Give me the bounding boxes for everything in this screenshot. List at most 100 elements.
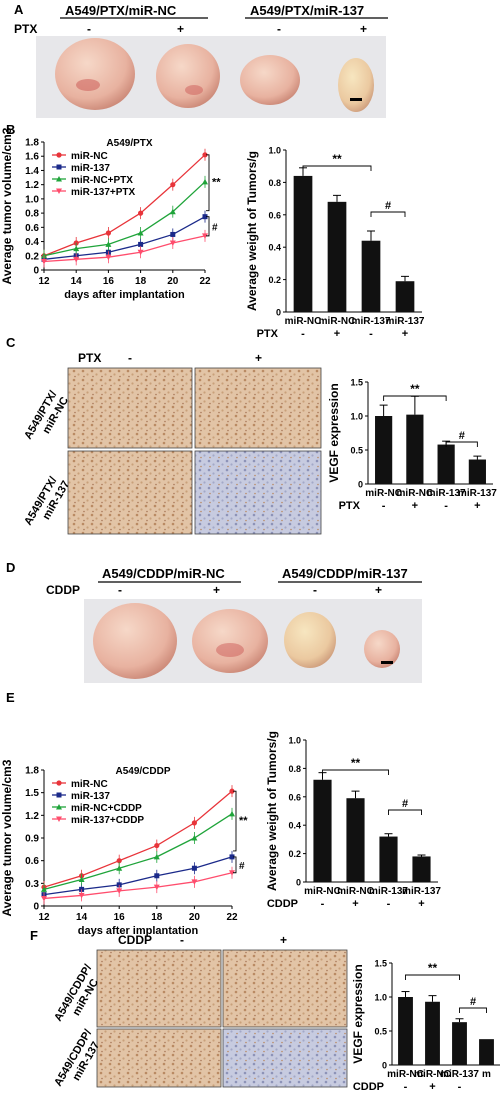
panel-letter-c: C [6, 335, 16, 350]
treatment-sign: - [321, 898, 325, 910]
bar-3 [452, 1022, 467, 1065]
bracket-hash [459, 1007, 487, 1013]
bar-4 [468, 459, 486, 484]
data-point [191, 835, 198, 841]
y-tick-label: 1.0 [374, 993, 387, 1003]
annotation-double-star: ** [351, 756, 361, 770]
y-tick-label: 0.8 [268, 178, 281, 188]
x-axis-label: days after implantation [78, 925, 199, 937]
panel-letter-f: F [30, 928, 38, 943]
treatment-sign: + [334, 328, 340, 340]
y-tick-label: 1.0 [350, 412, 363, 422]
row-label-ptx-mir-137: A549/PTX/miR-137 [22, 472, 72, 534]
data-point [78, 876, 85, 883]
legend-label-1: miR-NC [71, 151, 108, 162]
drug-label-ptx-c: PTX [78, 351, 101, 365]
treatment-sign: + [352, 898, 358, 910]
tumor-weight-chart-cddp: 00.20.40.60.81.0miR-NC-miR-NC+miR-137-mi… [265, 731, 441, 910]
treatment-sign: + [412, 500, 418, 512]
category-label: miR-NC [304, 886, 341, 897]
treatment-sign: - [387, 898, 391, 910]
category-label: miR-137 [427, 488, 466, 499]
data-point [170, 231, 176, 237]
category-label: miR-NC [365, 488, 402, 499]
y-tick-label: 1.0 [25, 194, 39, 205]
y-axis-label: VEGF expression [351, 964, 365, 1063]
legend-label-3: miR-NC+PTX [71, 175, 133, 186]
bar-3 [379, 836, 398, 882]
ihc-images-cddp [96, 949, 348, 1088]
legend-label-2: miR-137 [71, 791, 110, 802]
group-label-ptx-mir-137: A549/PTX/miR-137 [250, 3, 364, 18]
bar-1 [313, 779, 332, 882]
series-line-4 [43, 235, 206, 263]
treatment-label: PTX [339, 500, 361, 512]
y-tick-label: 0.4 [268, 243, 281, 253]
row-label-ptx-mir-nc: A549/PTX/miR-NC [22, 388, 71, 448]
bar-4 [412, 856, 431, 882]
bar-2 [346, 798, 365, 882]
bracket-double-star [206, 154, 210, 212]
y-tick-label: 0.9 [25, 834, 39, 845]
data-point [41, 895, 47, 902]
y-tick-label: 1.5 [350, 378, 363, 388]
y-axis-label: Average tumor volume/cm3 [0, 759, 14, 916]
y-tick-label: 1.8 [25, 138, 39, 149]
category-label: miR-137 [386, 316, 425, 327]
y-tick-label: 0.5 [374, 1027, 387, 1037]
data-point [229, 788, 235, 794]
y-tick-label: 1.0 [288, 736, 301, 746]
y-tick-label: 0.5 [350, 446, 363, 456]
y-tick-label: 0 [33, 266, 39, 277]
data-point [154, 873, 160, 879]
legend-marker [56, 780, 62, 786]
legend-marker [56, 164, 62, 170]
panel-letter-e: E [6, 690, 15, 705]
tumor-volume-chart-ptx: 0 0.2 0.4 0.6 0.8 1.0 1.2 1.4 1.6 1.8 12 14 16 18 20 22… [0, 127, 221, 301]
series-line-3 [43, 813, 233, 891]
category-label: miR-137 [402, 886, 441, 897]
data-point [202, 214, 208, 220]
x-tick-label: 22 [226, 912, 238, 923]
treatment-sign: + [429, 1081, 435, 1093]
sign-a-3: - [277, 22, 281, 36]
legend-label-4: miR-137+PTX [71, 187, 136, 198]
bracket-double-star [405, 974, 460, 980]
data-point [78, 892, 85, 899]
treatment-sign: + [402, 328, 408, 340]
annotation-hash: # [212, 222, 218, 233]
category-label: miR-137 [369, 886, 408, 897]
series-line-1 [43, 790, 233, 888]
x-tick-label: 20 [167, 276, 179, 287]
series-line-2 [43, 856, 233, 896]
data-point [229, 810, 235, 817]
category-label: miR-NC [337, 886, 374, 897]
y-axis-label: Average tumor volume/cm3 [0, 127, 14, 284]
series-line-4 [43, 872, 233, 900]
bar-1 [398, 997, 413, 1065]
annotation-hash: # [239, 861, 245, 872]
category-label: miR-NC [285, 316, 322, 327]
data-point [202, 233, 208, 239]
sign-d-1: - [118, 583, 122, 597]
sign-d-3: - [313, 583, 317, 597]
y-tick-label: 0.2 [288, 849, 301, 859]
data-point [229, 870, 235, 876]
y-tick-label: 0 [296, 878, 301, 888]
legend-marker [56, 804, 62, 810]
data-point [202, 178, 208, 185]
x-tick-label: 22 [199, 276, 211, 287]
y-tick-label: 0.2 [25, 251, 39, 262]
y-axis-label: Average weight of Tumors/g [245, 151, 259, 311]
data-point [116, 882, 122, 888]
data-point [73, 256, 80, 263]
data-point [116, 858, 122, 864]
bracket-double-star [383, 395, 447, 401]
category-label: miR-137 [440, 1069, 479, 1080]
treatment-sign: + [418, 898, 424, 910]
sign-a-1: - [87, 22, 91, 36]
y-tick-label: 0 [358, 480, 363, 490]
bracket-hash [445, 441, 478, 447]
tumor-volume-chart-cddp: 0 0.3 0.6 0.9 1.2 1.5 1.8 12 14 16 18 20 22 days afte… [0, 759, 248, 937]
bracket-double-star [233, 790, 237, 852]
